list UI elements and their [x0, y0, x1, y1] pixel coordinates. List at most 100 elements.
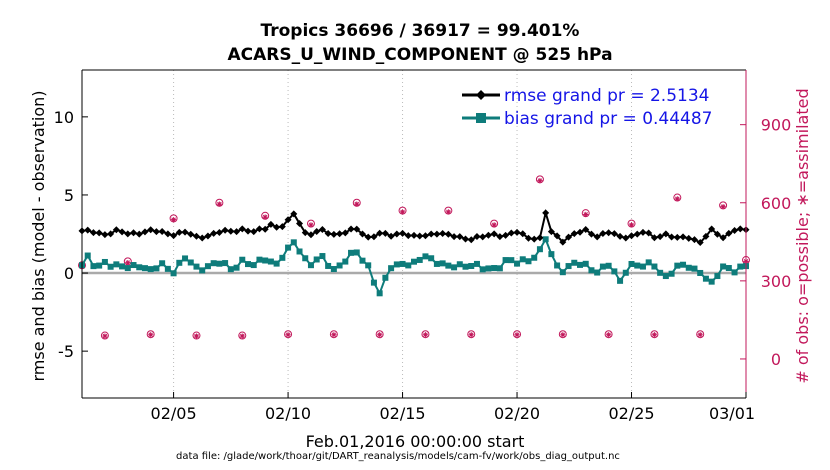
- rmse-marker: [118, 228, 126, 236]
- obs-assimilated-marker: [583, 211, 589, 218]
- bias-marker: [691, 265, 698, 272]
- rmse-marker: [496, 233, 504, 241]
- rmse-marker: [696, 239, 704, 247]
- chart-subtitle: ACARS_U_WIND_COMPONENT @ 525 hPa: [227, 45, 612, 65]
- rmse-marker: [89, 229, 97, 237]
- rmse-marker: [639, 228, 647, 236]
- bias-marker: [319, 253, 326, 260]
- bias-marker: [594, 269, 601, 276]
- plot-frame: [81, 69, 747, 399]
- bias-marker: [496, 265, 503, 272]
- bias-marker: [468, 263, 475, 270]
- obs-possible-marker: [375, 330, 384, 339]
- rmse-marker: [416, 232, 424, 240]
- rmse-marker: [650, 234, 658, 242]
- rmse-marker: [313, 228, 321, 236]
- rmse-marker: [192, 232, 200, 240]
- rmse-marker: [158, 227, 166, 235]
- bias-marker: [668, 270, 675, 277]
- y-tick-label-right: 600: [761, 194, 792, 213]
- bias-marker: [267, 258, 274, 265]
- rmse-marker: [290, 210, 298, 218]
- rmse-marker: [152, 228, 160, 236]
- bias-marker: [336, 262, 343, 269]
- obs-assimilated-marker: [720, 204, 726, 210]
- bias-marker: [348, 249, 355, 256]
- rmse-marker: [341, 229, 349, 237]
- rmse-marker: [164, 230, 172, 238]
- bias-marker: [714, 273, 721, 280]
- rmse-marker: [587, 230, 595, 238]
- legend-bias-label: bias grand pr = 0.44487: [504, 109, 713, 129]
- bias-marker: [634, 262, 641, 269]
- obs-possible-marker: [696, 330, 705, 339]
- bias-marker: [113, 261, 120, 268]
- rmse-marker: [95, 229, 103, 237]
- bias-marker: [720, 263, 727, 270]
- rmse-marker: [656, 233, 664, 241]
- rmse-marker: [484, 231, 492, 239]
- rmse-marker: [570, 230, 578, 238]
- bias-marker: [702, 275, 709, 282]
- rmse-marker: [616, 232, 624, 240]
- bias-marker: [657, 269, 664, 276]
- bias-marker: [353, 249, 360, 256]
- bias-marker: [473, 260, 480, 267]
- bias-marker: [605, 262, 612, 269]
- obs-assimilated-marker: [399, 209, 406, 215]
- bias-marker: [416, 256, 423, 263]
- rmse-marker: [479, 233, 487, 241]
- rmse-marker: [198, 234, 206, 242]
- rmse-marker: [233, 228, 241, 236]
- bias-marker: [571, 259, 578, 266]
- x-tick-label: 02/20: [494, 404, 540, 423]
- bias-marker: [388, 265, 395, 272]
- rmse-marker: [141, 228, 149, 236]
- rmse-marker: [364, 233, 372, 241]
- bias-marker: [101, 258, 108, 265]
- bias-marker: [210, 260, 217, 267]
- rmse-marker: [622, 234, 630, 242]
- legend-bias-marker: [476, 113, 486, 123]
- rmse-marker: [593, 233, 601, 241]
- obs-assimilated-marker: [354, 201, 360, 207]
- obs-assimilated-marker: [468, 332, 474, 338]
- bias-marker: [359, 257, 366, 264]
- rmse-marker: [490, 230, 498, 238]
- bias-marker: [285, 244, 292, 251]
- rmse-marker: [444, 230, 452, 238]
- rmse-marker: [513, 228, 521, 236]
- rmse-marker: [662, 230, 670, 238]
- rmse-marker: [439, 229, 447, 237]
- obs-assimilated-marker: [148, 332, 154, 338]
- bias-marker: [531, 254, 538, 261]
- rmse-marker: [336, 230, 344, 238]
- bias-marker: [164, 265, 171, 272]
- obs-assimilated-marker: [514, 332, 520, 338]
- rmse-marker: [725, 229, 733, 237]
- data-file-footer: data file: /glade/work/thoar/git/DART_re…: [176, 451, 620, 462]
- obs-possible-marker: [604, 330, 613, 339]
- rmse-marker: [450, 233, 458, 241]
- rmse-marker: [387, 232, 395, 240]
- bias-marker: [588, 267, 595, 274]
- bias-marker: [645, 259, 652, 266]
- rmse-marker: [628, 232, 636, 240]
- bias-marker: [96, 262, 103, 269]
- obs-assimilated-marker: [308, 222, 314, 228]
- bias-marker: [90, 263, 97, 270]
- bias-marker: [525, 258, 532, 265]
- rmse-marker: [124, 230, 132, 238]
- bias-marker: [639, 263, 646, 270]
- bias-marker: [250, 262, 257, 269]
- bias-marker: [554, 262, 561, 269]
- rmse-marker: [565, 233, 573, 241]
- rmse-marker: [547, 228, 555, 236]
- bias-marker: [182, 255, 189, 262]
- rmse-marker: [307, 231, 315, 239]
- obs-assimilated-marker: [674, 196, 680, 202]
- rmse-marker: [330, 230, 338, 238]
- rmse-marker: [404, 232, 412, 240]
- bias-marker: [674, 262, 681, 269]
- rmse-marker: [376, 229, 384, 237]
